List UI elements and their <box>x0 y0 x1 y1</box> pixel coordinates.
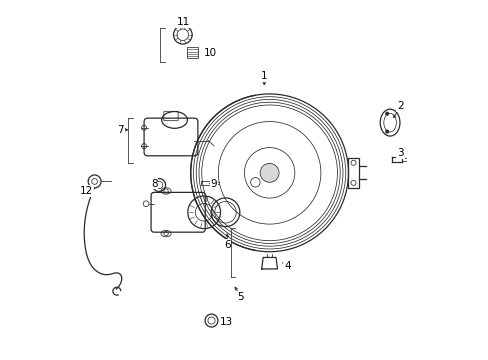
Circle shape <box>260 163 279 182</box>
Text: 5: 5 <box>237 292 244 302</box>
Text: 10: 10 <box>203 48 217 58</box>
Text: 7: 7 <box>117 125 124 135</box>
Text: 12: 12 <box>80 186 93 196</box>
Text: 1: 1 <box>261 71 267 81</box>
Text: 13: 13 <box>220 317 233 327</box>
Text: 3: 3 <box>396 148 403 158</box>
Text: 4: 4 <box>284 261 290 271</box>
Text: 11: 11 <box>177 17 190 27</box>
Text: 9: 9 <box>210 179 217 189</box>
Text: 2: 2 <box>396 102 403 112</box>
Circle shape <box>385 130 388 134</box>
Circle shape <box>385 112 388 116</box>
Text: 8: 8 <box>150 179 157 189</box>
Text: 6: 6 <box>224 239 230 249</box>
Bar <box>187 47 198 58</box>
